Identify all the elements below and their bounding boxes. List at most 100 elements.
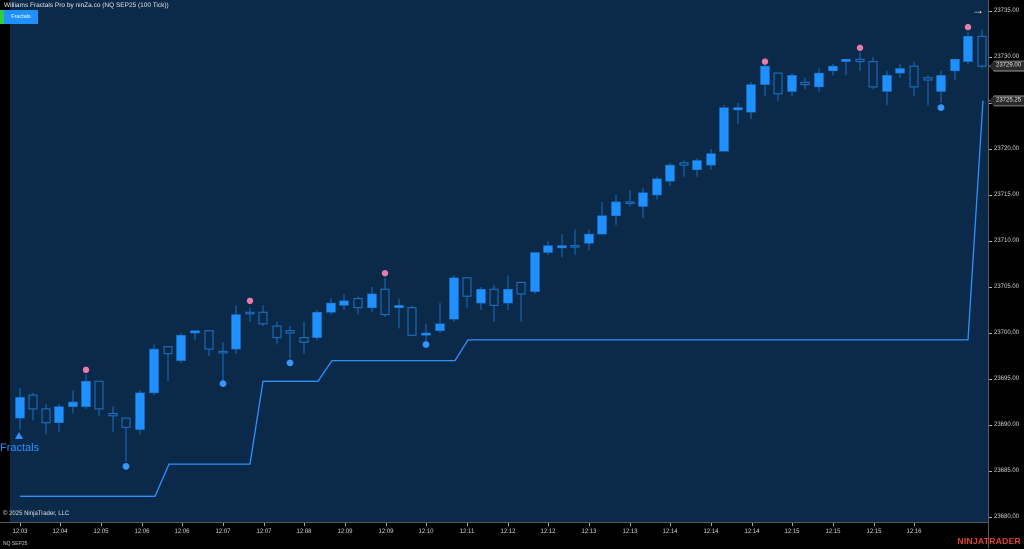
candle [814, 68, 824, 92]
copyright-text: © 2025 NinjaTrader, LLC [3, 511, 70, 517]
candle [611, 195, 621, 225]
fractal-low-dot [286, 359, 294, 367]
candle [462, 277, 472, 308]
x-tick-label: 12:06 [134, 529, 150, 535]
candle [135, 390, 145, 435]
indicator-button-fractals[interactable]: Fractals [4, 10, 38, 24]
candle [895, 63, 905, 78]
candle [299, 321, 309, 354]
candle [312, 310, 322, 340]
x-tick-label: 12:14 [744, 529, 760, 535]
candle [625, 190, 635, 207]
x-tick [426, 523, 427, 526]
triangle-up-icon [15, 432, 23, 439]
chart-panel[interactable] [10, 0, 988, 522]
y-tick [989, 333, 992, 334]
x-tick-label: 12:05 [93, 529, 109, 535]
x-tick [264, 523, 265, 526]
fractal-high-dot [964, 23, 972, 31]
candle [652, 176, 662, 200]
candle [584, 229, 594, 251]
arrow-right-icon[interactable]: → [972, 3, 984, 17]
candle [218, 342, 228, 382]
price-marker: 23729.00 [989, 60, 1024, 72]
y-tick [989, 471, 992, 472]
candle [449, 275, 459, 322]
candle [868, 57, 878, 90]
x-tick-label: 12:15 [784, 529, 800, 535]
price-chart[interactable] [0, 0, 988, 522]
candle [706, 149, 716, 170]
fractal-high-dot [381, 270, 389, 277]
y-tick-label: 23715.00 [994, 192, 1020, 198]
x-tick [874, 523, 875, 526]
candle [855, 52, 865, 71]
y-tick [989, 287, 992, 288]
ninjatrader-logo: NINJATRADER [957, 536, 1021, 546]
y-tick [989, 425, 992, 426]
time-axis[interactable]: 12:03 12:04 12:05 12:06 12:06 12:07 12:07 12:08… [0, 522, 988, 549]
candle [909, 61, 919, 97]
y-tick-label: 23710.00 [994, 238, 1020, 244]
candle [841, 58, 851, 76]
y-tick-label: 23700.00 [994, 330, 1020, 336]
candle [108, 406, 118, 432]
x-tick-label: 12:07 [256, 529, 272, 535]
instrument-label: NQ SEP25 [3, 541, 28, 547]
candle [190, 330, 200, 340]
candle [923, 75, 933, 106]
fractal-low-dot [937, 104, 945, 111]
x-tick [142, 523, 143, 526]
candle [503, 275, 513, 310]
candle [557, 234, 567, 258]
candlesticks [15, 29, 987, 462]
candle [570, 229, 580, 255]
candle [407, 305, 417, 336]
candle [41, 404, 51, 435]
fractal-high-dot [761, 58, 769, 65]
fractal-high-dot [856, 44, 864, 51]
x-tick-label: 12:09 [378, 529, 394, 535]
x-tick [508, 523, 509, 526]
y-tick-label: 23680.00 [994, 514, 1020, 520]
candle [394, 298, 404, 329]
fractal-dots [82, 23, 972, 470]
y-tick [989, 149, 992, 150]
candle [81, 374, 91, 409]
x-tick [792, 523, 793, 526]
candle [149, 344, 159, 396]
x-tick [345, 523, 346, 526]
left-margin [0, 0, 10, 548]
candle [176, 333, 186, 363]
y-tick [989, 241, 992, 242]
candle [692, 158, 702, 177]
y-tick-label: 23685.00 [994, 468, 1020, 474]
candle [476, 287, 486, 310]
x-tick [670, 523, 671, 526]
price-axis[interactable]: 23735.0023730.0023725.0023720.0023715.00… [988, 0, 1024, 548]
y-tick-label: 23695.00 [994, 376, 1020, 382]
x-tick [833, 523, 834, 526]
x-tick-label: 12:10 [418, 529, 434, 535]
x-tick-label: 12:11 [459, 529, 475, 535]
candle [977, 29, 987, 69]
candle [746, 82, 756, 120]
candle [15, 388, 25, 430]
candle [828, 63, 838, 76]
candle [882, 70, 892, 106]
x-tick-label: 12:13 [622, 529, 638, 535]
candle [800, 77, 810, 90]
candle [28, 392, 38, 421]
chart-title: Williams Fractals Pro by ninZa.co (NQ SE… [4, 2, 169, 9]
candle [733, 103, 743, 124]
x-tick-label: 12:13 [581, 529, 597, 535]
x-tick [60, 523, 61, 526]
x-tick [589, 523, 590, 526]
candle [489, 284, 499, 322]
candle [421, 323, 431, 343]
x-tick-label: 12:12 [540, 529, 556, 535]
candle [719, 105, 729, 152]
candle [285, 326, 295, 359]
candle [326, 298, 336, 315]
candle [68, 390, 78, 414]
